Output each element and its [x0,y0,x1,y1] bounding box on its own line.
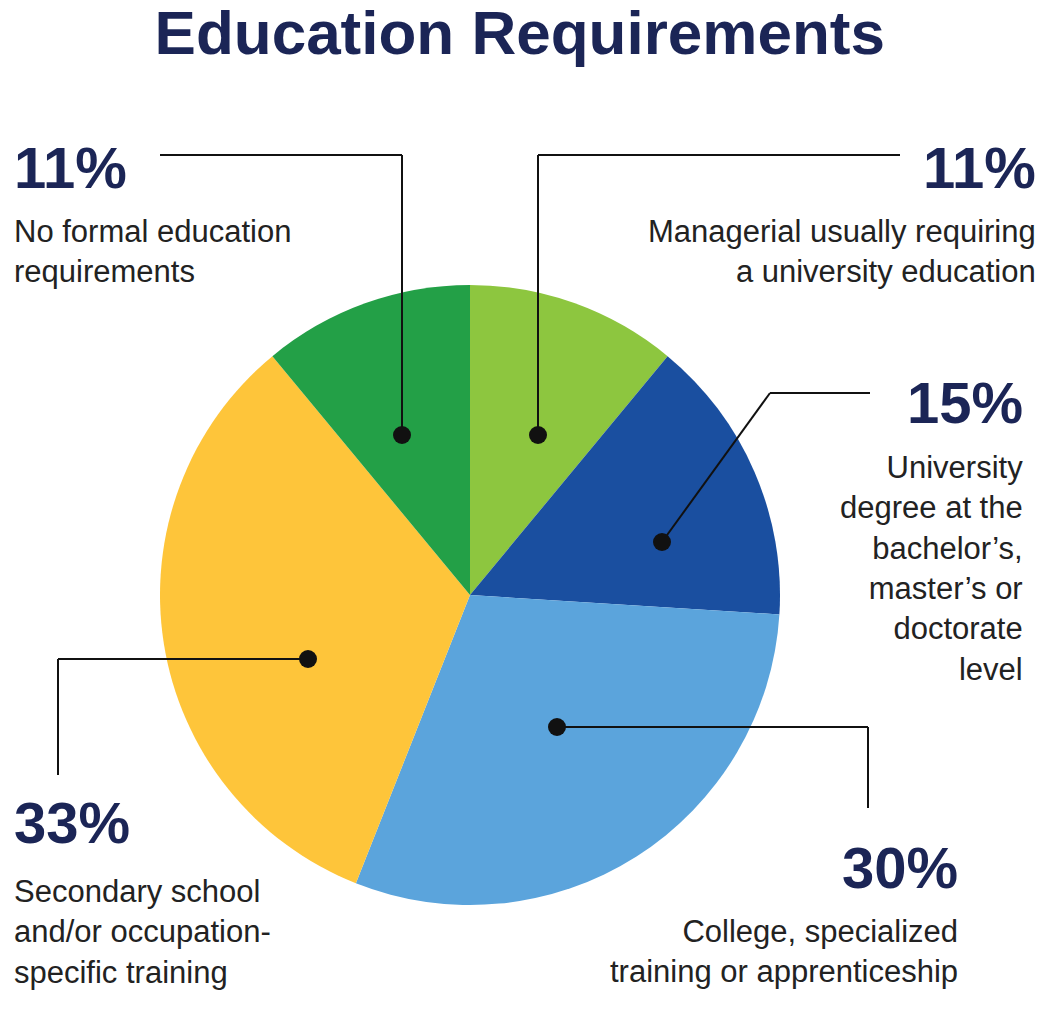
svg-text:Universitydegree at thebachelo: Universitydegree at thebachelor’s,master… [840,450,1023,687]
svg-text:No formal educationrequirement: No formal educationrequirements [14,214,291,289]
svg-text:30%: 30% [842,835,958,900]
svg-text:11%: 11% [14,135,127,200]
svg-text:Managerial usually requiringa: Managerial usually requiringa university… [648,214,1036,289]
svg-text:Education Requirements: Education Requirements [155,0,885,67]
svg-text:15%: 15% [907,370,1023,435]
svg-text:33%: 33% [14,790,130,855]
svg-text:College, specializedtraining o: College, specializedtraining or apprenti… [610,914,958,989]
svg-text:11%: 11% [923,135,1036,200]
svg-text:Secondary schooland/or occupat: Secondary schooland/or occupation-specif… [14,874,271,990]
